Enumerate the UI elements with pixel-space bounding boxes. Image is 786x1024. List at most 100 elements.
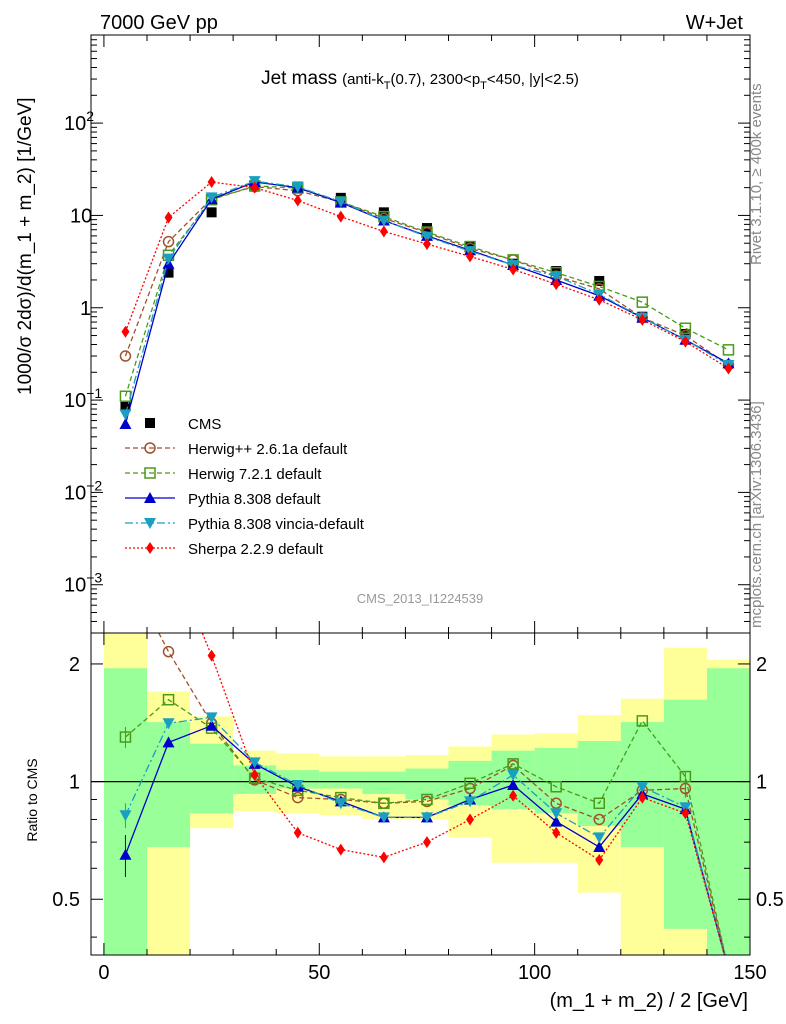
main-plot-area: [119, 176, 735, 646]
data-point: [334, 196, 347, 208]
series-line: [124, 181, 729, 370]
ratio-point: [162, 693, 175, 706]
uncertainty-band-inner: [190, 743, 234, 814]
ratio-y-tick-label: 1: [756, 772, 767, 794]
y-tick-label: 102: [64, 108, 94, 135]
main-panel: 102 10 1 10−1 10−2 10−3 Jet mass (anti-kT(0.7)…: [15, 34, 751, 646]
data-point: [163, 267, 174, 278]
ratio-point: [248, 757, 261, 769]
uncertainty-band-inner: [319, 771, 363, 789]
ratio-point: [378, 797, 390, 810]
ratio-axes: 0.5 0.5 1 1 2 2 0 50 100 150: [52, 632, 784, 984]
data-point: [164, 211, 173, 224]
data-point: [724, 362, 733, 375]
ratio-point: [679, 782, 692, 795]
main-axes: 102 10 1 10−1 10−2 10−3: [64, 34, 751, 634]
ratio-point: [377, 812, 390, 824]
rivet-version-label: Rivet 3.1.10, ≥ 400k events: [748, 83, 765, 265]
data-point: [636, 296, 649, 308]
data-point: [206, 207, 217, 218]
ratio-point: [723, 965, 733, 975]
ratio-point: [162, 718, 175, 730]
ratio-point: [120, 564, 130, 574]
ratio-point: [724, 964, 732, 976]
data-point: [466, 250, 475, 263]
data-point: [377, 215, 390, 227]
legend-marker: [144, 467, 156, 479]
ratio-point: [420, 812, 433, 824]
data-point: [336, 210, 345, 223]
data-point: [595, 293, 604, 306]
legend-marker: [144, 442, 156, 454]
legend: CMS Herwig++ 2.6.1a default Herwig 7.2.1 d…: [125, 416, 365, 558]
y-tick-label: 1: [80, 298, 91, 320]
ratio-point: [507, 779, 520, 791]
ratio-point: [507, 769, 520, 781]
ratio-point: [119, 731, 132, 743]
analysis-watermark: CMS_2013_I1224539: [357, 591, 484, 606]
legend-label: Herwig++ 2.6.1a default: [188, 441, 348, 458]
ratio-panel: 0.5 0.5 1 1 2 2 0 50 100 150 Ratio to CMS (m_1 + …: [24, 545, 784, 1012]
ratio-point: [165, 545, 173, 557]
series-0: [120, 181, 733, 646]
y-tick-label: 10: [70, 205, 92, 227]
ratio-point: [421, 793, 433, 806]
ratio-point: [466, 813, 475, 826]
legend-marker: [144, 518, 156, 529]
data-point: [293, 194, 302, 207]
ratio-plot-area: [91, 545, 750, 976]
data-point: [207, 176, 216, 189]
ratio-y-tick-label: 2: [756, 654, 767, 676]
ratio-point: [507, 758, 519, 770]
legend-entry: Pythia 8.308 vincia-default: [125, 516, 365, 533]
data-point: [119, 409, 132, 421]
legend-entry: Sherpa 2.2.9 default: [125, 541, 324, 558]
legend-label: Pythia 8.308 vincia-default: [188, 516, 365, 533]
data-point: [723, 636, 733, 646]
ratio-point: [509, 789, 518, 802]
data-point: [422, 238, 431, 251]
uncertainty-band-inner: [706, 668, 750, 955]
ratio-point: [638, 791, 647, 804]
legend-marker: [146, 542, 154, 554]
y-tick-label: 10−2: [64, 477, 102, 504]
data-point: [679, 322, 692, 334]
ratio-point: [205, 712, 218, 724]
ratio-point: [293, 826, 302, 839]
ratio-point: [681, 807, 690, 820]
ratio-point: [636, 715, 649, 727]
legend-label: Herwig 7.2.1 default: [188, 466, 322, 483]
ratio-frame: [90, 632, 751, 956]
chart-title: Jet mass (anti-kT(0.7), 2300<pT<450, |y|<…: [261, 68, 579, 92]
ratio-point: [593, 797, 605, 810]
x-tick-label: 150: [733, 962, 766, 984]
header-energy-label: 7000 GeV pp: [100, 12, 218, 34]
data-point: [379, 225, 388, 238]
data-point: [552, 278, 561, 291]
ratio-point: [119, 810, 132, 822]
ratio-point: [119, 848, 132, 860]
ratio-line: [158, 633, 726, 955]
ratio-point: [334, 798, 347, 810]
uncertainty-band-inner: [362, 771, 406, 794]
series-5: [121, 176, 733, 375]
ratio-point: [162, 736, 175, 748]
data-point: [119, 350, 132, 362]
data-point: [550, 271, 563, 283]
ratio-point: [162, 645, 175, 658]
ratio-series-4: [165, 545, 732, 976]
data-point: [681, 335, 690, 348]
ratio-point: [422, 836, 431, 849]
x-axis-label: (m_1 + m_2) / 2 [GeV]: [550, 990, 748, 1012]
ratio-point: [291, 791, 304, 804]
ratio-point: [679, 770, 692, 783]
uncertainty-band-inner: [276, 770, 320, 789]
ratio-point: [593, 841, 606, 853]
y-tick-label: 10−3: [64, 570, 102, 597]
x-tick-label: 0: [98, 962, 109, 984]
legend-entry: CMS: [145, 416, 221, 433]
data-point: [120, 401, 131, 412]
uncertainty-band-inner: [577, 741, 621, 826]
ratio-point: [593, 813, 605, 826]
